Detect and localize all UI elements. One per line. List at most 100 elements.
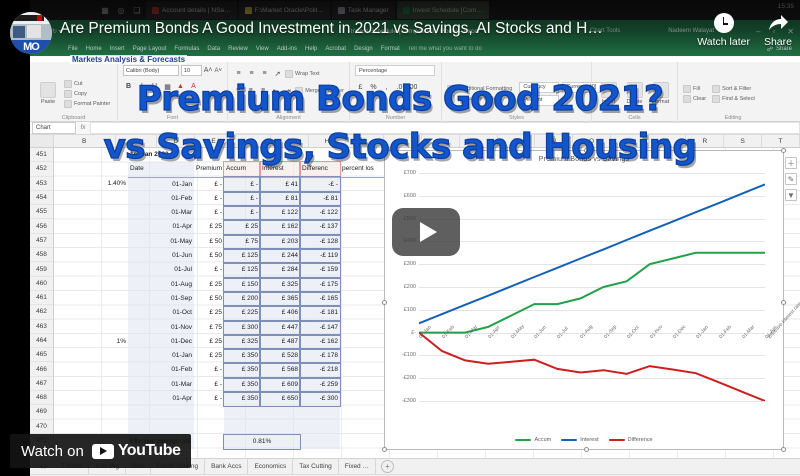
cell-date-461[interactable]: 01-Sep [128, 291, 194, 307]
cell-difference-463[interactable]: -£ 147 [299, 319, 342, 336]
cell-date-453[interactable]: 01-Jan [128, 177, 194, 192]
table-row[interactable]: 01-Apr £ 25 £ 25 £ 162 -£ 137 [94, 219, 384, 236]
chart-handle-bl[interactable] [382, 447, 387, 452]
cell-percent-465[interactable] [340, 349, 384, 363]
underline-button[interactable]: U [151, 83, 158, 90]
cell-date-460[interactable]: 01-Aug [128, 277, 194, 292]
column-header-E[interactable]: E [195, 135, 233, 147]
comma-format-icon[interactable]: , [385, 84, 388, 91]
insert-function-icon[interactable]: fx [80, 125, 86, 131]
decrease-indent-icon[interactable]: ⇤ [272, 87, 279, 95]
table-row[interactable]: 01-Mar £ - £ - £ 122 -£ 122 [94, 205, 384, 222]
cell-date-header[interactable]: 1st Jan 2020 [130, 151, 169, 158]
legend-item-interest[interactable]: Interest [561, 437, 599, 443]
cell-date-468[interactable]: 01-Apr [128, 392, 194, 407]
cell-interest-463[interactable]: £ 447 [259, 319, 302, 336]
column-header-D[interactable]: D [157, 135, 196, 147]
cell-interest-468[interactable]: £ 650 [259, 391, 302, 408]
cell-date-454[interactable]: 01-Feb [128, 191, 194, 207]
align-center-icon[interactable]: ≡ [248, 87, 253, 94]
cell-difference-462[interactable]: -£ 181 [299, 305, 342, 322]
cell-date-464[interactable]: 01-Dec [128, 334, 194, 350]
row-header-459[interactable]: 459 [30, 262, 53, 277]
cell-interest-459[interactable]: £ 284 [259, 262, 302, 279]
row-header-464[interactable]: 464 [30, 334, 53, 349]
cell-accum-462[interactable]: £ 225 [223, 305, 262, 322]
font-size-select[interactable]: 10 [180, 65, 202, 76]
cell-date-458[interactable]: 01-Jun [128, 249, 194, 264]
cell-difference-460[interactable]: -£ 175 [299, 276, 342, 293]
cell-rate-456[interactable] [94, 220, 128, 234]
cell-accum-453[interactable]: £ - [223, 176, 262, 193]
cell-accum-468[interactable]: £ 350 [223, 391, 262, 408]
cell-empty[interactable] [224, 406, 261, 421]
row-header-column[interactable]: 451 452 453 454 455 456 457 458 459 460 461 462 463 4… [30, 148, 54, 463]
insert-cells-button[interactable]: Insert [597, 65, 620, 122]
decrease-font-icon[interactable]: A˅ [214, 67, 222, 74]
chart-filter-icon[interactable]: ▼ [785, 189, 797, 201]
header-accum[interactable]: Accum [223, 161, 262, 179]
sheet-tab-economics[interactable]: Economics [248, 459, 294, 474]
orientation-icon[interactable]: ↗ [274, 70, 281, 78]
row-header-470[interactable]: 470 [30, 420, 53, 434]
video-title[interactable]: Are Premium Bonds A Good Investment in 2… [60, 20, 603, 37]
header-interest[interactable]: Interest [259, 161, 302, 179]
cell-interest-462[interactable]: £ 406 [259, 305, 302, 322]
cell-percent-463[interactable] [340, 321, 384, 335]
number-format-select[interactable]: Percentage [355, 65, 435, 76]
clear-button[interactable]: Clear [683, 94, 706, 103]
chart-object[interactable]: Premium Bonds vs Savings £700£600£500£40… [382, 148, 800, 452]
cell-difference-467[interactable]: -£ 259 [299, 376, 342, 394]
align-right-icon[interactable]: ≡ [261, 87, 266, 94]
column-header-O[interactable]: O [573, 135, 611, 147]
cell-difference-453[interactable]: -£ - [299, 176, 342, 193]
cell-date-457[interactable]: 01-May [128, 234, 194, 250]
copy-button[interactable]: Copy [64, 89, 110, 98]
play-button[interactable] [392, 208, 460, 256]
row-header-467[interactable]: 467 [30, 377, 53, 392]
cell-date-459[interactable]: 01-Jul [128, 263, 194, 278]
cell-accum-466[interactable]: £ 350 [223, 362, 262, 379]
cell-premium-465[interactable]: £ 25 [209, 352, 223, 360]
table-row[interactable]: 1% 01-Dec £ 25 £ 325 £ 487 -£ 162 [94, 333, 384, 351]
cell-rate-458[interactable] [94, 249, 128, 263]
cell-accum-459[interactable]: £ 125 [223, 262, 262, 279]
cell-accum-455[interactable]: £ - [223, 205, 262, 222]
cell-interest-453[interactable]: £ 41 [259, 176, 302, 193]
style-percent[interactable]: Percent [519, 94, 560, 106]
cell-interest-457[interactable]: £ 203 [259, 233, 302, 251]
cell-percent-453[interactable] [340, 177, 384, 192]
name-box[interactable]: Chart [32, 122, 76, 134]
column-header-L[interactable]: L [460, 135, 498, 147]
delete-cells-button[interactable]: Delete [623, 65, 646, 122]
table-row[interactable]: 01-Sep £ 50 £ 200 £ 365 -£ 165 [94, 290, 384, 308]
column-header-K[interactable]: K [422, 135, 460, 147]
cell-premium-461[interactable]: £ 50 [209, 294, 223, 302]
cell-difference-464[interactable]: -£ 162 [299, 333, 342, 351]
cell-date-465[interactable]: 01-Jan [128, 349, 194, 364]
cell-interest-466[interactable]: £ 568 [259, 362, 302, 379]
column-header-F[interactable]: F [233, 135, 271, 147]
cell-date-463[interactable]: 01-Nov [128, 320, 194, 335]
cell-rate-454[interactable] [94, 192, 128, 206]
sheet-tab-bank-accs[interactable]: Bank Accs [205, 459, 249, 474]
cell-premium-456[interactable]: £ 25 [209, 223, 223, 231]
legend-item-accum[interactable]: Accum [515, 437, 551, 443]
cell-interest-467[interactable]: £ 609 [259, 376, 302, 394]
cell-rate-459[interactable] [94, 263, 128, 277]
cell-interest-456[interactable]: £ 162 [259, 219, 302, 236]
cell-date-455[interactable]: 01-Mar [128, 206, 194, 221]
cell-premium-455[interactable]: £ - [214, 209, 223, 217]
cell-percent-466[interactable] [340, 363, 384, 377]
row-header-457[interactable]: 457 [30, 234, 53, 249]
align-top-icon[interactable]: ≡ [236, 70, 241, 77]
cell-difference-468[interactable]: -£ 300 [299, 391, 342, 408]
share-button[interactable]: Share [764, 12, 792, 48]
borders-icon[interactable]: ▦ [164, 83, 171, 91]
table-row[interactable]: 1.40% 01-Jan £ - £ - £ 41 -£ - [94, 176, 384, 193]
cell-interest-464[interactable]: £ 487 [259, 333, 302, 351]
cell-empty[interactable] [94, 406, 128, 420]
cell-empty[interactable] [128, 406, 194, 421]
chart-handle-tr[interactable] [781, 148, 786, 153]
cell-difference-455[interactable]: -£ 122 [299, 205, 342, 222]
